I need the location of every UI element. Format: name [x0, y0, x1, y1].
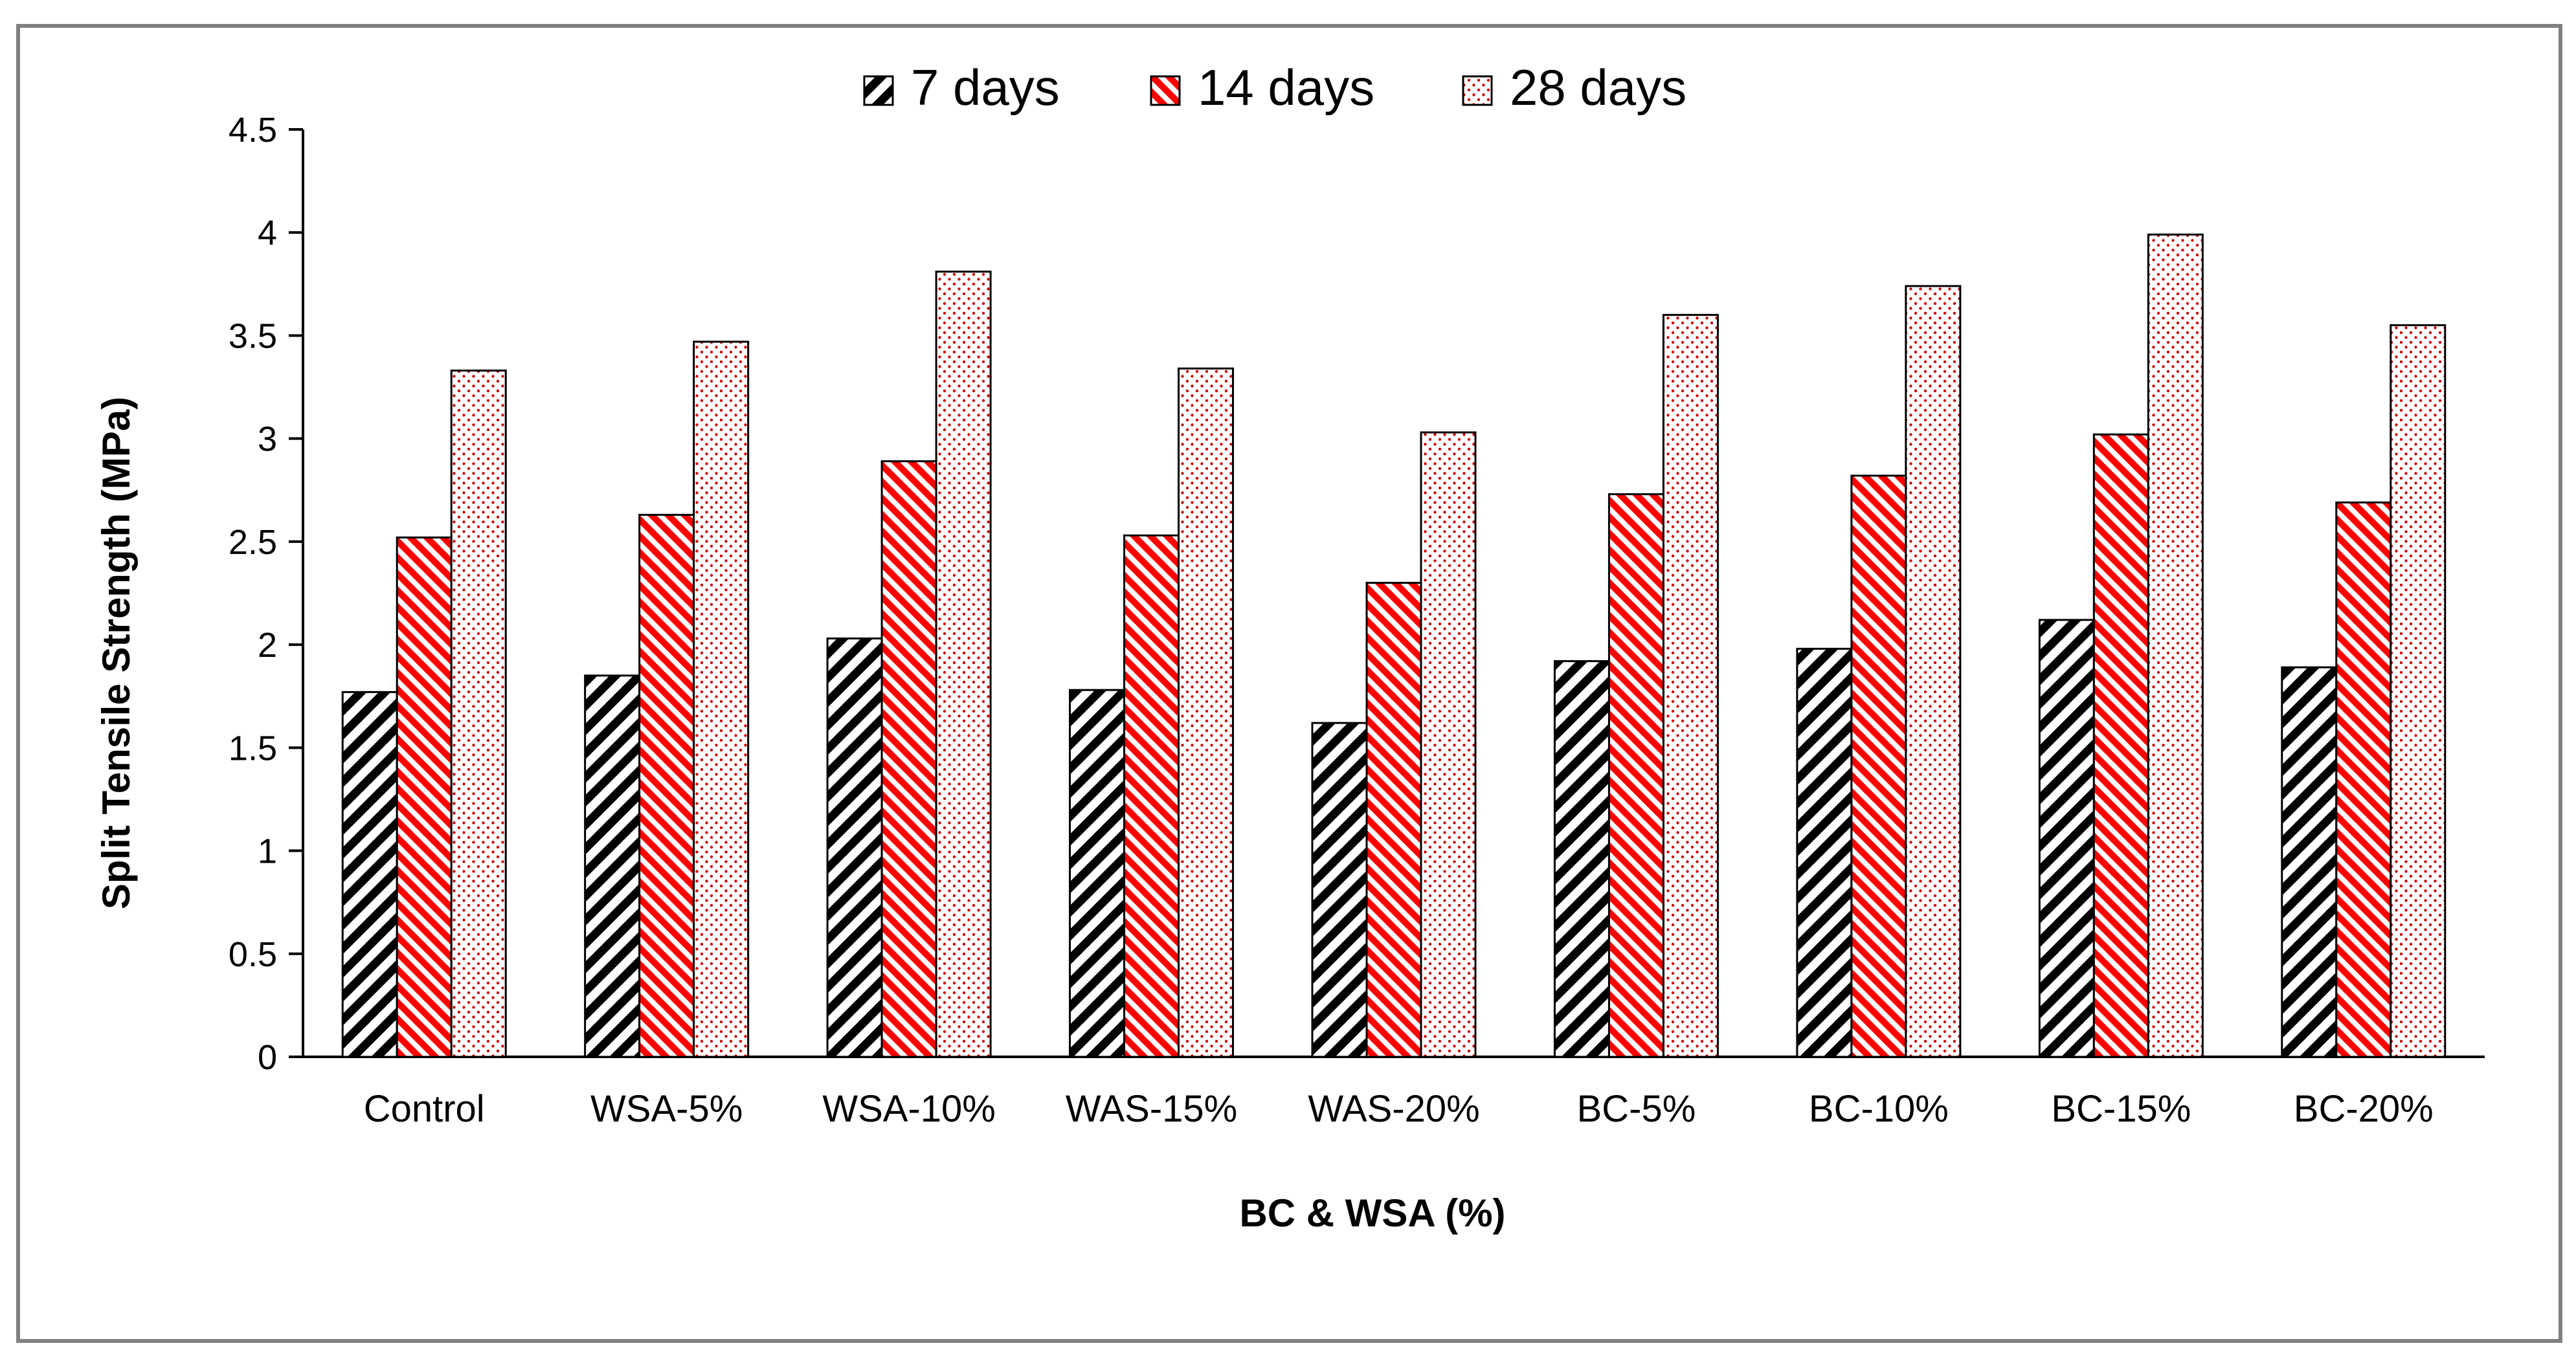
- bar-14-days-BC-20-: [2335, 501, 2392, 1058]
- bar-28-days-BC-15-: [2147, 233, 2204, 1058]
- bar-14-days-BC-10-: [1850, 474, 1907, 1058]
- bar-7-days-BC-5-: [1553, 660, 1610, 1058]
- bar-14-days-BC-5-: [1607, 493, 1664, 1058]
- x-category-label: BC-15%: [2051, 1088, 2191, 1130]
- bar-28-days-BC-10-: [1905, 285, 1962, 1058]
- y-tick-label: 4: [258, 214, 277, 252]
- bar-7-days-Control: [341, 691, 398, 1058]
- bar-28-days-WSA-10-: [935, 271, 992, 1058]
- y-tick-label: 3: [258, 420, 277, 459]
- legend-swatch-14-days: [1150, 75, 1181, 106]
- legend: 7 days 14 days 28 days: [863, 59, 1686, 116]
- legend-swatch-7-days: [863, 75, 894, 106]
- bar-14-days-WSA-10-: [880, 460, 937, 1058]
- x-category-label: WSA-10%: [822, 1088, 996, 1130]
- y-tick-label: 3.5: [229, 316, 277, 355]
- bar-7-days-BC-20-: [2281, 666, 2338, 1058]
- y-tick-label: 1: [258, 832, 277, 871]
- y-tick-label: 4.5: [229, 111, 277, 149]
- bar-7-days-WAS-20-: [1311, 722, 1368, 1058]
- x-axis-category-labels: Control WSA-5% WSA-10% WAS-15% WAS-20% BC-5% B…: [364, 1088, 2434, 1130]
- x-category-label: BC-10%: [1809, 1088, 1949, 1130]
- legend-swatch-28-days: [1462, 75, 1493, 106]
- bar-28-days-WAS-15-: [1178, 367, 1235, 1058]
- x-category-label: BC-5%: [1577, 1088, 1696, 1130]
- bar-28-days-Control: [450, 370, 507, 1058]
- bar-28-days-BC-20-: [2390, 324, 2447, 1058]
- y-tick-label: 2: [258, 626, 277, 665]
- bar-14-days-Control: [396, 537, 453, 1058]
- x-category-label: WAS-15%: [1066, 1088, 1237, 1130]
- bar-7-days-WSA-5-: [584, 674, 641, 1058]
- bar-28-days-BC-5-: [1662, 314, 1719, 1058]
- x-category-label: WAS-20%: [1308, 1088, 1479, 1130]
- bar-28-days-WSA-5-: [693, 340, 750, 1058]
- y-tick-label: 2.5: [229, 523, 277, 562]
- bar-14-days-WAS-20-: [1365, 582, 1422, 1058]
- legend-label: 7 days: [911, 59, 1060, 116]
- bars: [341, 233, 2447, 1058]
- x-category-label: BC-20%: [2294, 1088, 2434, 1130]
- bar-28-days-WAS-20-: [1420, 431, 1477, 1058]
- bar-7-days-BC-15-: [2038, 619, 2095, 1058]
- bar-14-days-WSA-5-: [638, 513, 695, 1058]
- y-tick-label: 0.5: [229, 935, 277, 974]
- x-axis-title: BC & WSA (%): [1239, 1191, 1505, 1235]
- bar-7-days-WSA-10-: [826, 637, 883, 1058]
- x-category-label: WSA-5%: [590, 1088, 743, 1130]
- y-axis-ticks: 0 0.5 1 1.5 2 2.5 3 3.5 4 4.5: [229, 111, 303, 1077]
- x-category-label: Control: [364, 1088, 485, 1130]
- bar-14-days-WAS-15-: [1123, 534, 1180, 1058]
- legend-label: 14 days: [1198, 59, 1374, 116]
- y-tick-label: 1.5: [229, 729, 277, 768]
- bar-7-days-WAS-15-: [1069, 689, 1126, 1058]
- bar-7-days-BC-10-: [1796, 647, 1853, 1058]
- y-axis-title: Split Tensile Strength (MPa): [95, 397, 138, 909]
- legend-label: 28 days: [1510, 59, 1686, 116]
- bar-14-days-BC-15-: [2092, 433, 2149, 1058]
- y-tick-label: 0: [258, 1038, 277, 1077]
